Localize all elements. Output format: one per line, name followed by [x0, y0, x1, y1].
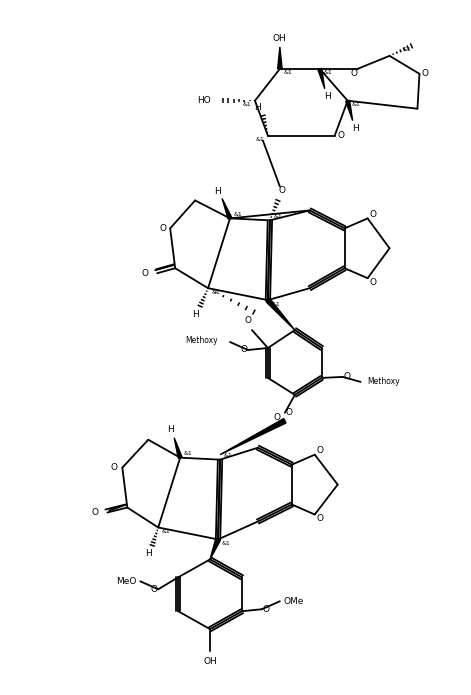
Text: H: H — [325, 92, 331, 101]
Text: O: O — [316, 514, 323, 523]
Polygon shape — [222, 199, 232, 219]
Text: O: O — [337, 131, 344, 140]
Text: O: O — [369, 210, 376, 219]
Text: &1: &1 — [234, 212, 243, 217]
Text: OH: OH — [203, 657, 217, 666]
Text: &1: &1 — [162, 529, 171, 534]
Text: O: O — [92, 508, 99, 517]
Text: O: O — [111, 463, 118, 472]
Text: O: O — [142, 269, 149, 278]
Text: H: H — [167, 425, 174, 434]
Text: Methoxy: Methoxy — [186, 336, 218, 345]
Text: &1: &1 — [184, 451, 193, 456]
Text: H: H — [214, 187, 220, 196]
Text: O: O — [350, 70, 357, 79]
Text: &1: &1 — [274, 214, 282, 219]
Polygon shape — [210, 539, 220, 559]
Polygon shape — [318, 68, 325, 89]
Text: O: O — [285, 408, 292, 417]
Polygon shape — [220, 418, 286, 455]
Text: O: O — [316, 446, 323, 455]
Text: O: O — [160, 224, 167, 233]
Polygon shape — [266, 298, 295, 330]
Text: &1: &1 — [211, 290, 220, 295]
Text: &1: &1 — [284, 70, 292, 75]
Text: O: O — [278, 186, 285, 195]
Text: Methoxy: Methoxy — [367, 377, 400, 386]
Text: O: O — [262, 605, 269, 614]
Text: H: H — [352, 124, 359, 133]
Text: OH: OH — [273, 35, 287, 43]
Text: O: O — [369, 278, 376, 287]
Text: O: O — [241, 345, 247, 354]
Text: O: O — [343, 373, 350, 382]
Text: &1: &1 — [351, 102, 360, 107]
Text: &1: &1 — [403, 47, 412, 52]
Text: O: O — [422, 70, 429, 79]
Text: &1: &1 — [324, 70, 332, 75]
Polygon shape — [346, 100, 353, 121]
Text: H: H — [145, 549, 152, 558]
Text: MeO: MeO — [116, 577, 136, 586]
Text: OMe: OMe — [284, 597, 304, 606]
Text: &1: &1 — [271, 302, 280, 306]
Text: &1: &1 — [243, 102, 252, 107]
Text: O: O — [273, 414, 280, 423]
Text: HO: HO — [197, 96, 211, 105]
Polygon shape — [174, 438, 182, 458]
Text: H: H — [192, 309, 198, 318]
Text: &1: &1 — [256, 137, 264, 142]
Text: &1: &1 — [224, 453, 232, 458]
Text: O: O — [151, 584, 158, 594]
Text: H: H — [254, 104, 261, 112]
Polygon shape — [277, 47, 282, 69]
Text: &1: &1 — [222, 541, 230, 546]
Text: O: O — [244, 316, 252, 325]
